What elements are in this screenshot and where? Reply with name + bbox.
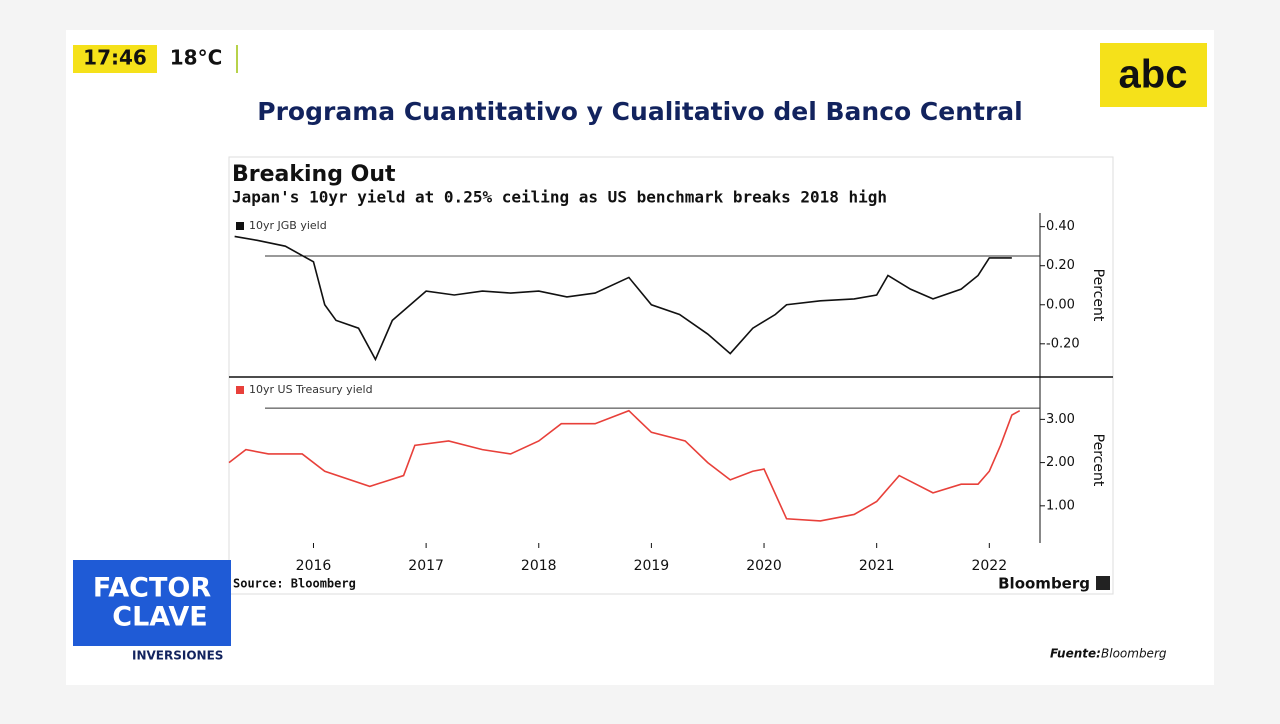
x-tick-label: 2016 [296, 558, 332, 574]
y-axis-label: Percent [1090, 434, 1106, 487]
y-tick-label: 3.00 [1046, 412, 1075, 427]
y-tick-label: 2.00 [1046, 455, 1075, 470]
x-tick-label: 2017 [408, 558, 444, 574]
temperature: 18°C [170, 46, 223, 70]
logo-box [1100, 43, 1207, 107]
footer-label: Fuente: [1050, 647, 1101, 661]
legend-label: 10yr JGB yield [249, 219, 327, 232]
show-tag: INVERSIONES [132, 649, 223, 663]
time: 17:46 [83, 46, 147, 70]
show-line1: FACTOR [93, 573, 211, 604]
headline: Programa Cuantitativo y Cualitativo del … [257, 97, 1022, 126]
show-line2: CLAVE [112, 602, 207, 633]
chart-title: Breaking Out [232, 162, 396, 187]
source: Source: Bloomberg [233, 577, 356, 591]
chart-subtitle: Japan's 10yr yield at 0.25% ceiling as U… [232, 188, 887, 207]
x-tick-label: 2022 [971, 558, 1007, 574]
y-tick-label: 0.40 [1046, 219, 1075, 234]
legend-swatch [236, 222, 244, 230]
logo: abc [1119, 53, 1188, 97]
series-line [228, 409, 1021, 522]
y-axis-label: Percent [1090, 269, 1106, 322]
chart-frame [228, 156, 1114, 595]
y-tick-label: -0.20 [1046, 336, 1080, 351]
x-tick-label: 2018 [521, 558, 557, 574]
legend-label: 10yr US Treasury yield [249, 383, 373, 396]
x-tick-label: 2019 [634, 558, 670, 574]
x-tick-label: 2020 [746, 558, 782, 574]
x-tick-label: 2021 [859, 558, 895, 574]
footer-source: Bloomberg [1101, 647, 1167, 661]
brand-icon [1096, 576, 1110, 590]
legend-swatch [236, 386, 244, 394]
show-box [73, 560, 231, 646]
y-tick-label: 0.00 [1046, 297, 1075, 312]
y-tick-label: 0.20 [1046, 258, 1075, 273]
y-tick-label: 1.00 [1046, 498, 1075, 513]
series-line [234, 235, 1012, 362]
time-badge [73, 45, 157, 73]
brand: Bloomberg [998, 575, 1090, 593]
